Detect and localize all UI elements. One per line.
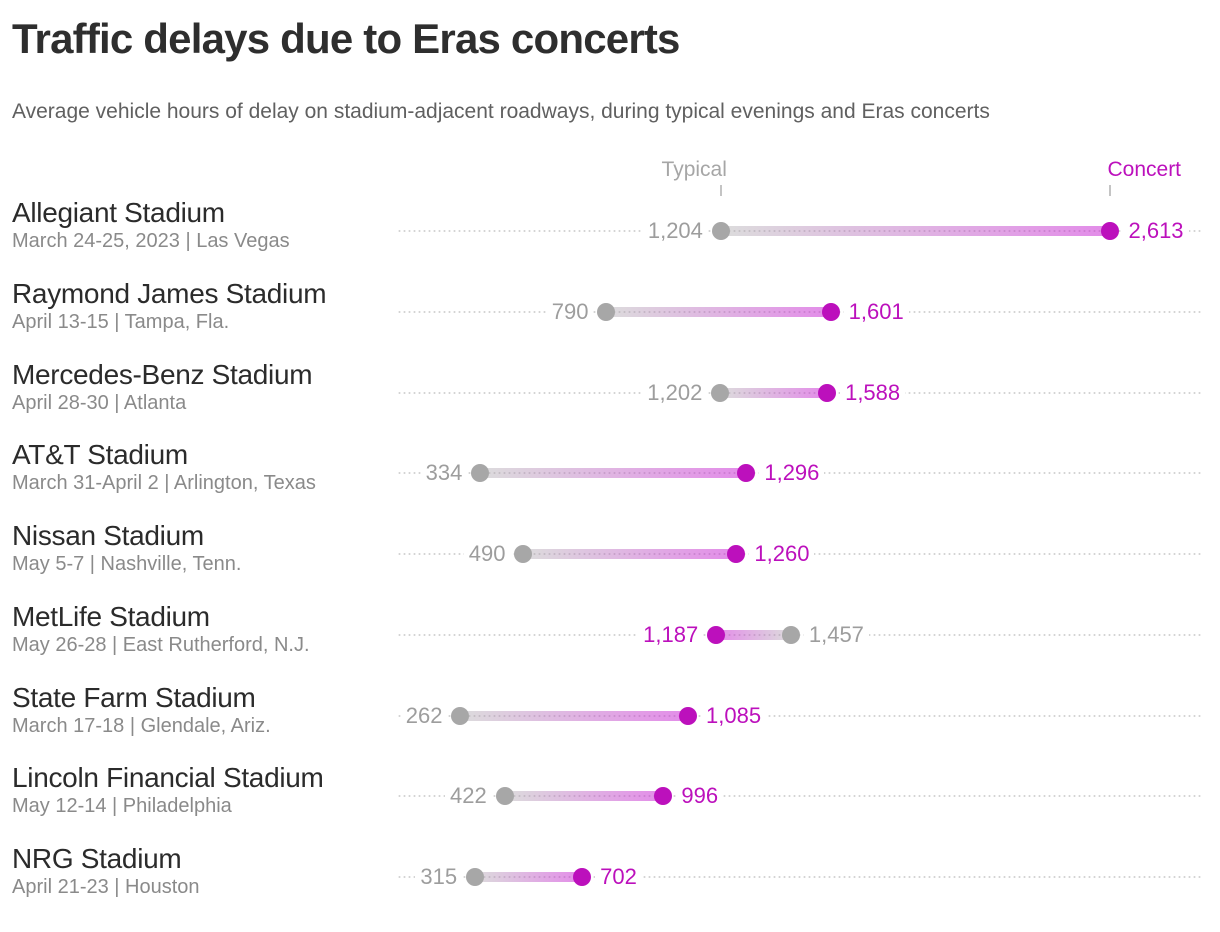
concert-dot: [707, 625, 726, 644]
concert-value-label: 1,085: [701, 702, 767, 729]
typical-value-label: 790: [546, 298, 594, 325]
concert-value-label: 1,296: [759, 460, 825, 487]
concert-dot: [1101, 222, 1120, 240]
concert-value-label: 1,588: [840, 379, 906, 406]
typical-value-label: 422: [444, 783, 492, 810]
typical-value-label: 334: [420, 460, 468, 487]
stadium-detail: April 13-15 | Tampa, Fla.: [12, 310, 230, 333]
dumbbell-bar: [720, 226, 1111, 236]
row-gridline: [397, 795, 1203, 798]
stadium-label: NRG Stadium April 21-23 | Houston: [12, 843, 200, 901]
concert-value-label: 996: [676, 783, 724, 810]
concert-dot: [679, 706, 697, 725]
stadium-name: Lincoln Financial Stadium: [12, 762, 324, 794]
stadium-name: Nissan Stadium: [12, 520, 204, 551]
dumbbell-bar: [480, 468, 747, 479]
typical-dot: [514, 545, 533, 563]
typical-value-label: 1,202: [642, 379, 708, 406]
stadium-detail: March 17-18 | Glendale, Ariz.: [12, 714, 271, 737]
legend-concert-label: Concert: [1107, 158, 1182, 181]
page-subtitle: Average vehicle hours of delay on stadiu…: [12, 100, 990, 123]
concert-value-label: 1,187: [638, 621, 704, 648]
stadium-detail: May 5-7 | Nashville, Tenn.: [12, 553, 242, 575]
typical-dot: [597, 302, 616, 321]
typical-dot: [781, 625, 800, 644]
stadium-detail: April 28-30 | Atlanta: [12, 391, 187, 414]
stadium-name: AT&T Stadium: [12, 439, 188, 471]
typical-value-label: 490: [463, 541, 511, 567]
dumbbell-bar: [606, 306, 831, 317]
typical-value-label: 262: [400, 702, 448, 729]
concert-value-label: 702: [595, 864, 642, 890]
stadium-label: MetLife Stadium May 26-28 | East Rutherfo…: [12, 601, 310, 659]
concert-value-label: 1,260: [749, 541, 815, 567]
page-title: Traffic delays due to Eras concerts: [12, 15, 680, 62]
concert-dot: [737, 464, 756, 483]
concert-dot: [573, 868, 592, 886]
typical-value-label: 1,204: [642, 218, 708, 244]
stadium-detail: May 26-28 | East Rutherford, N.J.: [12, 633, 310, 656]
stadium-name: NRG Stadium: [12, 843, 182, 874]
stadium-label: Nissan Stadium May 5-7 | Nashville, Tenn.: [12, 520, 241, 578]
typical-dot: [711, 383, 730, 402]
typical-dot: [711, 222, 730, 240]
row-gridline: [397, 633, 1203, 636]
concert-dot: [818, 383, 837, 402]
dumbbell-bar: [475, 872, 583, 882]
concert-dot: [654, 787, 673, 806]
typical-dot: [466, 868, 485, 886]
stadium-label: Mercedes-Benz Stadium April 28-30 | Atlan…: [12, 358, 313, 417]
typical-value-label: 315: [415, 864, 463, 890]
stadium-detail: April 21-23 | Houston: [12, 876, 200, 898]
row-gridline: [397, 876, 1203, 878]
typical-dot: [495, 787, 514, 806]
stadium-label: AT&T Stadium March 31-April 2 | Arlington…: [12, 439, 316, 497]
stadium-label: Lincoln Financial Stadium May 12-14 | Phi…: [12, 762, 324, 820]
stadium-name: State Farm Stadium: [12, 681, 256, 713]
concert-dot: [821, 302, 840, 321]
stadium-label: State Farm Stadium March 17-18 | Glendale…: [12, 682, 271, 740]
stadium-detail: March 31-April 2 | Arlington, Texas: [12, 472, 316, 495]
typical-dot: [451, 706, 470, 725]
dumbbell-bar: [716, 629, 791, 640]
dumbbell-bar: [460, 710, 688, 721]
stadium-name: Allegiant Stadium: [12, 197, 225, 228]
dumbbell-bar: [720, 387, 828, 398]
dumbbell-bar: [523, 549, 737, 559]
concert-dot: [727, 545, 746, 563]
dumbbell-bar: [504, 791, 664, 802]
stadium-detail: May 12-14 | Philadelphia: [12, 795, 232, 818]
stadium-label: Allegiant Stadium March 24-25, 2023 | Las…: [12, 197, 290, 255]
legend-typical-tick: [719, 185, 722, 196]
stadium-name: MetLife Stadium: [12, 600, 210, 632]
concert-value-label: 2,613: [1123, 218, 1189, 244]
stadium-detail: March 24-25, 2023 | Las Vegas: [12, 230, 290, 252]
legend-typical-label: Typical: [661, 158, 727, 181]
typical-dot: [471, 464, 490, 483]
legend-concert-tick: [1109, 185, 1112, 196]
concert-value-label: 1,601: [843, 298, 909, 325]
typical-value-label: 1,457: [803, 621, 869, 648]
row-gridline: [397, 714, 1203, 717]
stadium-label: Raymond James Stadium April 13-15 | Tampa…: [12, 277, 327, 336]
stadium-name: Mercedes-Benz Stadium: [12, 358, 313, 390]
stadium-name: Raymond James Stadium: [12, 277, 327, 309]
